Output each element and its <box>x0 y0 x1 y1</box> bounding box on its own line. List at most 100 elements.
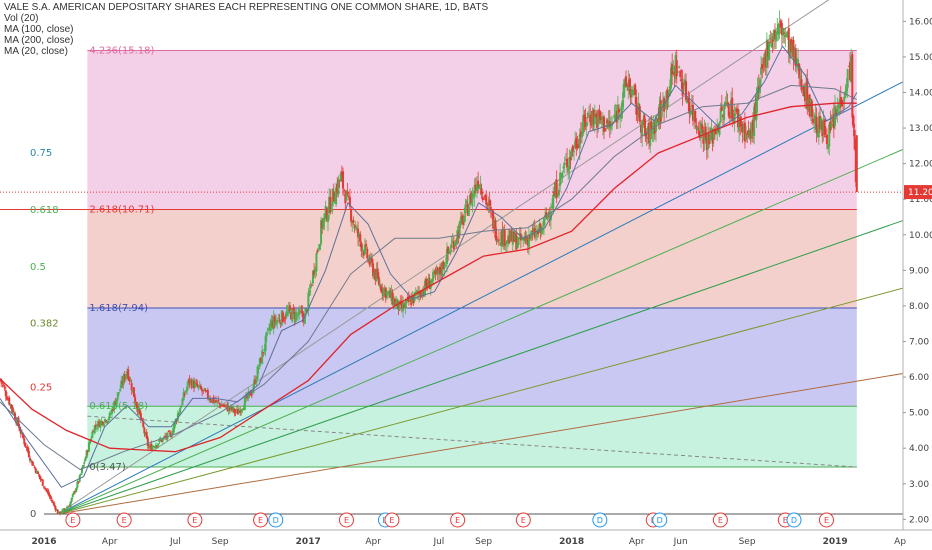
candle-body <box>646 126 649 135</box>
candle-body <box>197 386 200 388</box>
candle-body <box>432 271 435 282</box>
candle-body <box>10 404 13 409</box>
candle-body <box>250 394 253 396</box>
candle-body <box>76 481 79 488</box>
last-price-marker: 11.20 <box>0 185 932 200</box>
candle-body <box>98 421 101 428</box>
candle-body <box>134 396 137 402</box>
candle-body <box>763 53 766 67</box>
candle-body <box>472 193 475 195</box>
candle-body <box>782 27 785 36</box>
candle-body <box>639 124 642 133</box>
candle-body <box>435 270 438 272</box>
candle-body <box>469 194 472 206</box>
candle-body <box>255 378 258 384</box>
candle-body <box>712 131 715 139</box>
study-vol[interactable]: Vol (20) <box>4 13 39 24</box>
candle-body <box>347 196 350 198</box>
candle-body <box>779 20 782 28</box>
time-tick-label: 2017 <box>296 537 321 547</box>
candle-body <box>490 213 493 215</box>
candle-body <box>290 312 293 320</box>
study-ma20[interactable]: MA (20, close) <box>4 46 68 57</box>
fib-retracement-label: 0.75 <box>30 148 52 159</box>
candle-body <box>784 35 787 37</box>
candle-body <box>246 394 249 398</box>
candle-body <box>204 390 207 392</box>
study-ma200[interactable]: MA (200, close) <box>4 35 74 46</box>
candle-body <box>288 305 291 311</box>
candle-body <box>97 421 100 427</box>
candle-body <box>130 383 133 391</box>
candle-body <box>261 350 264 364</box>
candle-body <box>382 288 385 297</box>
candle-body <box>748 130 751 137</box>
candle-body <box>829 121 832 131</box>
candle-body <box>357 228 360 238</box>
candle-body <box>69 501 72 508</box>
candle-body <box>635 97 638 115</box>
candle-body <box>462 216 465 225</box>
candle-body <box>538 224 541 233</box>
candle-body <box>430 279 433 284</box>
candle-body <box>22 433 25 439</box>
candle-body <box>760 67 763 75</box>
ma100-line <box>0 84 858 471</box>
candle-body <box>458 221 461 235</box>
candle-body <box>569 156 572 161</box>
candlestick-series <box>0 10 858 516</box>
candle-body <box>701 124 704 130</box>
gann-fan-line <box>58 148 904 515</box>
candle-body <box>658 103 661 125</box>
candle-body <box>624 76 627 87</box>
candle-body <box>653 125 656 134</box>
price-tick-label: 7.00 <box>909 337 929 347</box>
candle-body <box>786 31 789 38</box>
moving-averages <box>0 45 858 488</box>
price-tick-label: 13.00 <box>909 124 932 134</box>
candle-body <box>30 459 33 461</box>
candle-body <box>158 438 161 443</box>
candle-body <box>626 85 629 88</box>
candle-body <box>294 312 297 323</box>
candle-body <box>448 250 451 252</box>
candle-body <box>522 238 525 241</box>
study-ma100[interactable]: MA (100, close) <box>4 24 74 35</box>
candle-body <box>143 427 146 434</box>
event-label: E <box>521 516 526 525</box>
time-tick-label: Jun <box>673 537 688 547</box>
candle-body <box>753 106 756 136</box>
candle-body <box>337 178 340 195</box>
candle-body <box>622 84 625 99</box>
candle-body <box>548 215 551 217</box>
candle-body <box>156 445 159 447</box>
candle-body <box>489 207 492 210</box>
candle-body <box>9 403 12 406</box>
candle-body <box>91 431 94 438</box>
candle-body <box>596 113 599 128</box>
price-axis[interactable]: 16.00 15.00 14.00 13.00 12.00 11.00 10.00 9.00 8… <box>902 0 932 550</box>
candle-body <box>463 215 466 223</box>
candle-body <box>188 378 191 384</box>
candle-body <box>560 174 563 176</box>
candle-body <box>318 244 321 251</box>
candle-body <box>335 187 338 205</box>
last-price-label: 11.20 <box>908 188 932 198</box>
event-label: E <box>70 516 75 525</box>
chart-title: VALE S.A. AMERICAN DEPOSITARY SHARES EAC… <box>4 2 489 13</box>
candle-body <box>129 381 132 383</box>
event-label: E <box>122 516 127 525</box>
candle-body <box>818 115 821 129</box>
candle-body <box>390 290 393 301</box>
candle-body <box>220 404 223 406</box>
time-tick-label: Jul <box>169 537 181 547</box>
time-axis[interactable]: 2016 Apr Jul Sep 2017 Apr Jul Sep 2018 Apr Jun Sep 2… <box>0 529 932 550</box>
candle-body <box>112 408 115 411</box>
price-tick-label: 4.00 <box>909 444 929 454</box>
candle-body <box>340 171 343 175</box>
candle-body <box>710 127 713 139</box>
candle-body <box>71 494 74 498</box>
candle-body <box>166 432 169 440</box>
candle-body <box>494 220 497 239</box>
